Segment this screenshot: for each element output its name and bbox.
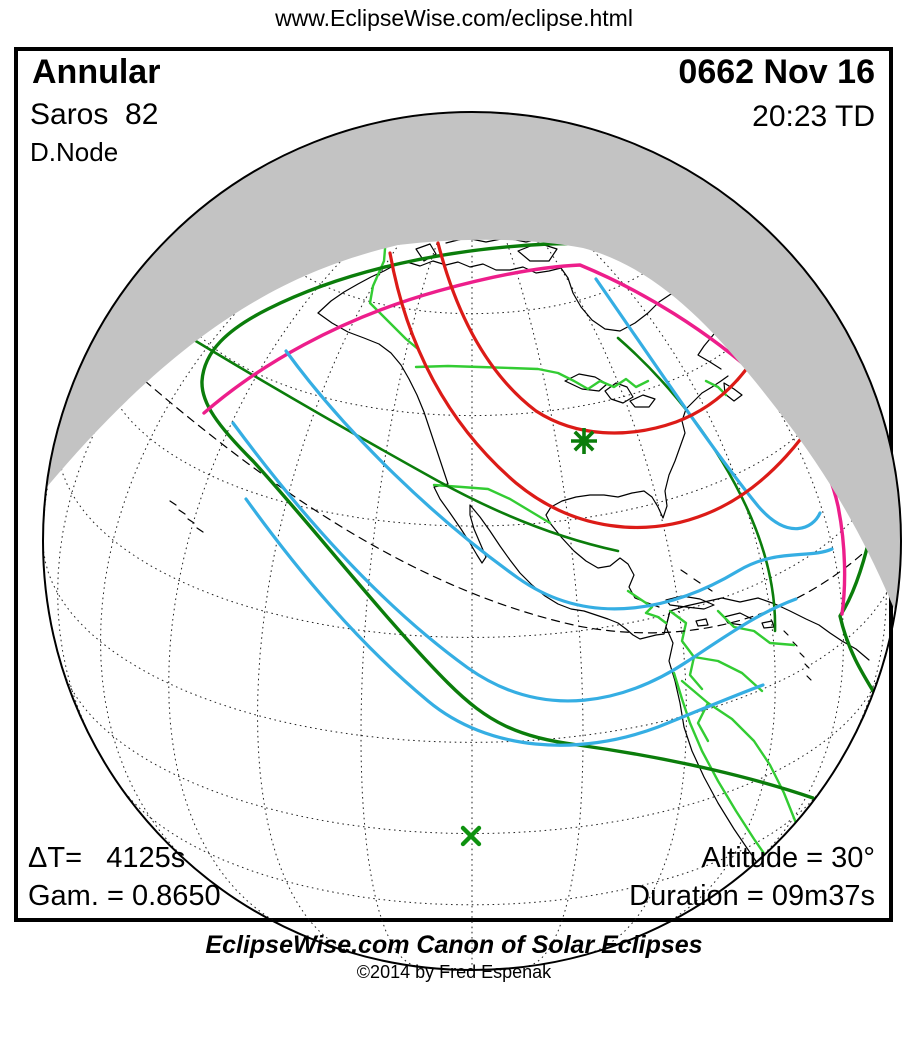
delta-t-label: ΔT= 4125s [28,842,186,874]
saros-label: Saros 82 [30,98,159,131]
canon-title: EclipseWise.com Canon of Solar Eclipses [205,931,703,959]
site-url-text: www.EclipseWise.com/eclipse.html [275,5,633,31]
node-label: D.Node [30,137,119,167]
eclipse-type-label: Annular [32,53,161,91]
subsolar-x-marker [460,825,482,847]
inner-green-curves [164,321,777,633]
globe-limb [42,111,902,971]
globe-map [42,111,902,971]
gamma-label: Gam. = 0.8650 [28,880,221,912]
greatest-eclipse-marker [571,428,597,454]
eclipse-time-label: 20:23 TD [752,100,875,133]
eclipse-map-frame [14,47,902,971]
night-shading [46,112,901,611]
blue-contact-curves [231,277,834,747]
copyright-text: ©2014 by Fred Espenak [356,962,552,982]
eclipse-date-label: 0662 Nov 16 [678,53,875,91]
duration-label: Duration = 09m37s [629,880,875,912]
sunrise-sunset-magenta [202,263,847,616]
eclipse-canon-page: { "page": { "url_header": "www.EclipseWi… [14,5,902,982]
altitude-label: Altitude = 30° [701,842,875,874]
